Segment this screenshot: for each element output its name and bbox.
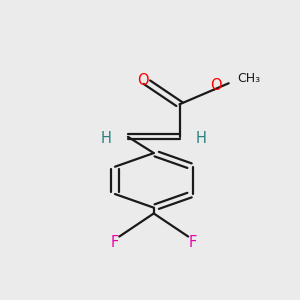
Text: F: F — [111, 236, 119, 250]
Text: CH₃: CH₃ — [237, 71, 260, 85]
Text: O: O — [138, 73, 149, 88]
Text: H: H — [101, 131, 112, 146]
Text: O: O — [210, 78, 222, 93]
Text: F: F — [188, 236, 196, 250]
Text: H: H — [196, 131, 206, 146]
